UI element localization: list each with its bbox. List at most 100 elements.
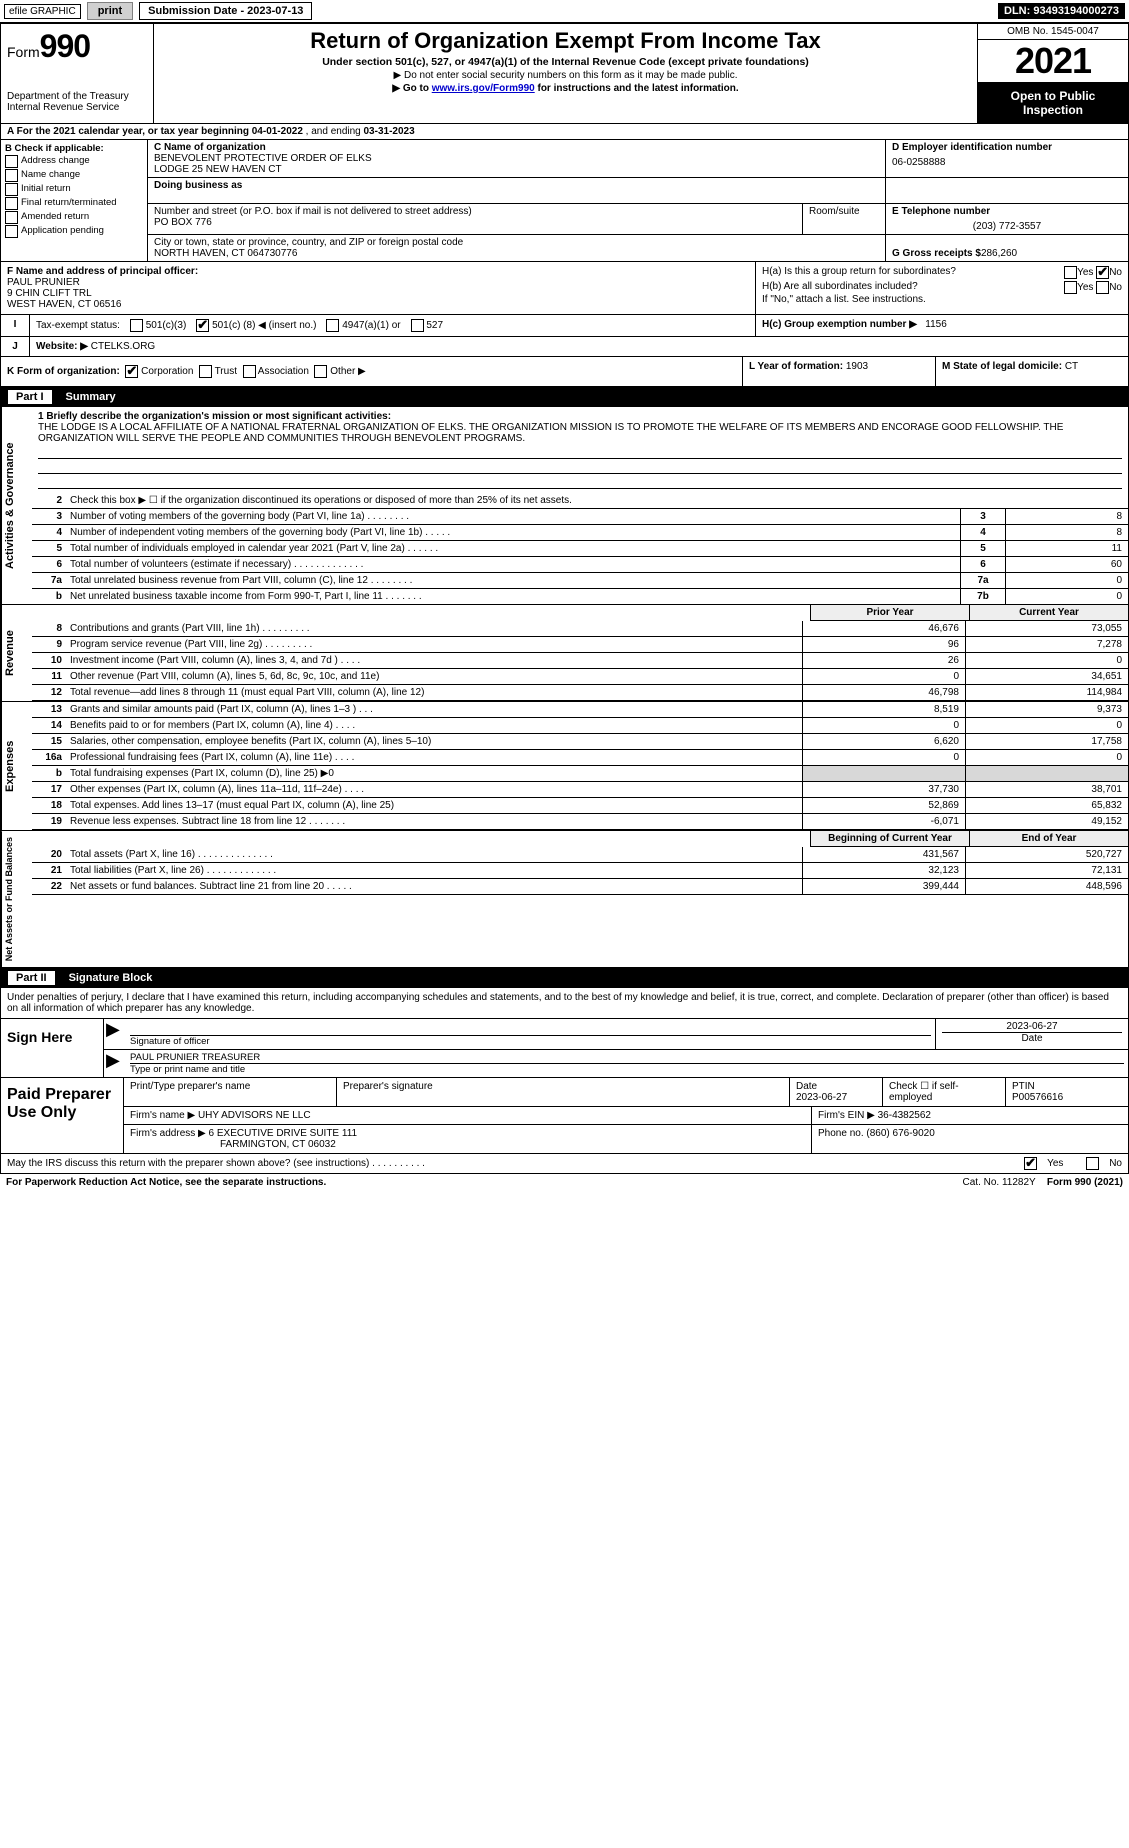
chk-initial-return[interactable] — [5, 183, 18, 196]
chk-final-return[interactable] — [5, 197, 18, 210]
line2: 2 Check this box ▶ ☐ if the organization… — [32, 493, 1128, 509]
line-text: Salaries, other compensation, employee b… — [66, 734, 802, 749]
netassets-section: Net Assets or Fund Balances Beginning of… — [0, 831, 1129, 968]
line2-num: 2 — [32, 493, 66, 508]
i-label: I — [1, 315, 30, 336]
current-val: 38,701 — [965, 782, 1128, 797]
ha-yes[interactable] — [1064, 266, 1077, 279]
gov-line-5: 5Total number of individuals employed in… — [32, 541, 1128, 557]
chk-trust[interactable] — [199, 365, 212, 378]
chk-527[interactable] — [411, 319, 424, 332]
paid-h3: Date2023-06-27 — [790, 1078, 883, 1106]
discuss-row: May the IRS discuss this return with the… — [0, 1154, 1129, 1174]
current-val: 7,278 — [965, 637, 1128, 652]
line-val: 8 — [1005, 525, 1128, 540]
l-value: 1903 — [846, 361, 868, 372]
chk-assoc[interactable] — [243, 365, 256, 378]
signer-name-label: Type or print name and title — [130, 1063, 1124, 1075]
prior-val: 0 — [802, 750, 965, 765]
hb-yes[interactable] — [1064, 281, 1077, 294]
line-num: 9 — [32, 637, 66, 652]
e-phone-label: E Telephone number — [892, 206, 1122, 217]
c-name-label: C Name of organization — [154, 142, 879, 153]
sign-right: ▶ Signature of officer 2023-06-27 Date ▶… — [104, 1019, 1128, 1077]
chk-name-change[interactable] — [5, 169, 18, 182]
part2-label: Part II — [8, 971, 55, 985]
line1-label: 1 Briefly describe the organization's mi… — [38, 411, 1122, 422]
chk-501c3[interactable] — [130, 319, 143, 332]
firm-ein-label: Firm's EIN ▶ — [818, 1110, 875, 1121]
ha-label: H(a) Is this a group return for subordin… — [762, 266, 956, 279]
paid-preparer-right: Print/Type preparer's name Preparer's si… — [124, 1078, 1128, 1153]
ha-no[interactable] — [1096, 266, 1109, 279]
chk-amended[interactable] — [5, 211, 18, 224]
pra-notice: For Paperwork Reduction Act Notice, see … — [6, 1177, 326, 1188]
street-label: Number and street (or P.O. box if mail i… — [154, 206, 796, 217]
line-num: 17 — [32, 782, 66, 797]
line-text: Contributions and grants (Part VIII, lin… — [66, 621, 802, 636]
netassets-tab: Net Assets or Fund Balances — [1, 831, 32, 967]
j-label: J — [1, 337, 30, 356]
line-num: 7a — [32, 573, 66, 588]
revenue-tab: Revenue — [1, 605, 32, 701]
chk-501c[interactable] — [196, 319, 209, 332]
m-value: CT — [1065, 361, 1078, 372]
chk-corp[interactable] — [125, 365, 138, 378]
chk-app-pending[interactable] — [5, 225, 18, 238]
k-label: K Form of organization: — [7, 366, 120, 377]
goto-pre: ▶ Go to — [392, 83, 431, 94]
line-num: 20 — [32, 847, 66, 862]
line-val: 8 — [1005, 509, 1128, 524]
officer-name: PAUL PRUNIER — [7, 277, 749, 288]
hc-group-exemption: H(c) Group exemption number ▶ 1156 — [755, 315, 1128, 336]
gross-receipts: 286,260 — [981, 248, 1017, 259]
dba-label: Doing business as — [154, 180, 879, 191]
tax-status-label: Tax-exempt status: — [36, 320, 120, 331]
sig-date-label: Date — [942, 1032, 1122, 1044]
lbl-name-change: Name change — [21, 169, 80, 180]
room-suite-label: Room/suite — [803, 204, 885, 234]
prior-val: -6,071 — [802, 814, 965, 829]
paid-date: 2023-06-27 — [796, 1092, 847, 1103]
discuss-no[interactable] — [1086, 1157, 1099, 1170]
firm-addr-label: Firm's address ▶ — [130, 1128, 206, 1139]
line-text: Number of independent voting members of … — [66, 525, 960, 540]
prior-val: 96 — [802, 637, 965, 652]
line-box: 6 — [960, 557, 1005, 572]
discuss-yes[interactable] — [1024, 1157, 1037, 1170]
sig-officer-label: Signature of officer — [130, 1035, 931, 1047]
line-box: 3 — [960, 509, 1005, 524]
prior-year-header: Prior Year — [810, 605, 969, 621]
prior-val: 32,123 — [802, 863, 965, 878]
lm-cells: L Year of formation: 1903 M State of leg… — [742, 357, 1128, 386]
k-form-org-row: K Form of organization: Corporation Trus… — [0, 357, 1129, 387]
fin-line-21: 21Total liabilities (Part X, line 26) . … — [32, 863, 1128, 879]
prior-val: 399,444 — [802, 879, 965, 894]
hb-no[interactable] — [1096, 281, 1109, 294]
governance-tab: Activities & Governance — [1, 407, 32, 604]
l-cell: L Year of formation: 1903 — [743, 357, 936, 386]
chk-4947[interactable] — [326, 319, 339, 332]
current-val: 0 — [965, 718, 1128, 733]
chk-address-change[interactable] — [5, 155, 18, 168]
irs-link[interactable]: www.irs.gov/Form990 — [432, 83, 535, 94]
line-text: Total assets (Part X, line 16) . . . . .… — [66, 847, 802, 862]
j-body: Website: ▶ CTELKS.ORG — [30, 337, 1128, 356]
print-button[interactable]: print — [87, 2, 133, 20]
line-text: Total fundraising expenses (Part IX, col… — [66, 766, 802, 781]
col-b-header: B Check if applicable: — [5, 143, 143, 154]
line-num: 19 — [32, 814, 66, 829]
hc-label: H(c) Group exemption number ▶ — [762, 319, 917, 330]
lbl-501c-post: ) ◀ (insert no.) — [252, 320, 316, 331]
fin-line-11: 11Other revenue (Part VIII, column (A), … — [32, 669, 1128, 685]
line-text: Revenue less expenses. Subtract line 18 … — [66, 814, 802, 829]
section-a-pre: A For the 2021 calendar year, or tax yea… — [7, 126, 252, 137]
dept-treasury: Department of the Treasury — [7, 91, 147, 102]
fin-line-17: 17Other expenses (Part IX, column (A), l… — [32, 782, 1128, 798]
firm-ein: 36-4382562 — [878, 1110, 931, 1121]
phone-value: (203) 772-3557 — [892, 221, 1122, 232]
current-year-header: Current Year — [969, 605, 1128, 621]
chk-other[interactable] — [314, 365, 327, 378]
f-officer: F Name and address of principal officer:… — [1, 262, 755, 314]
line-num: 4 — [32, 525, 66, 540]
